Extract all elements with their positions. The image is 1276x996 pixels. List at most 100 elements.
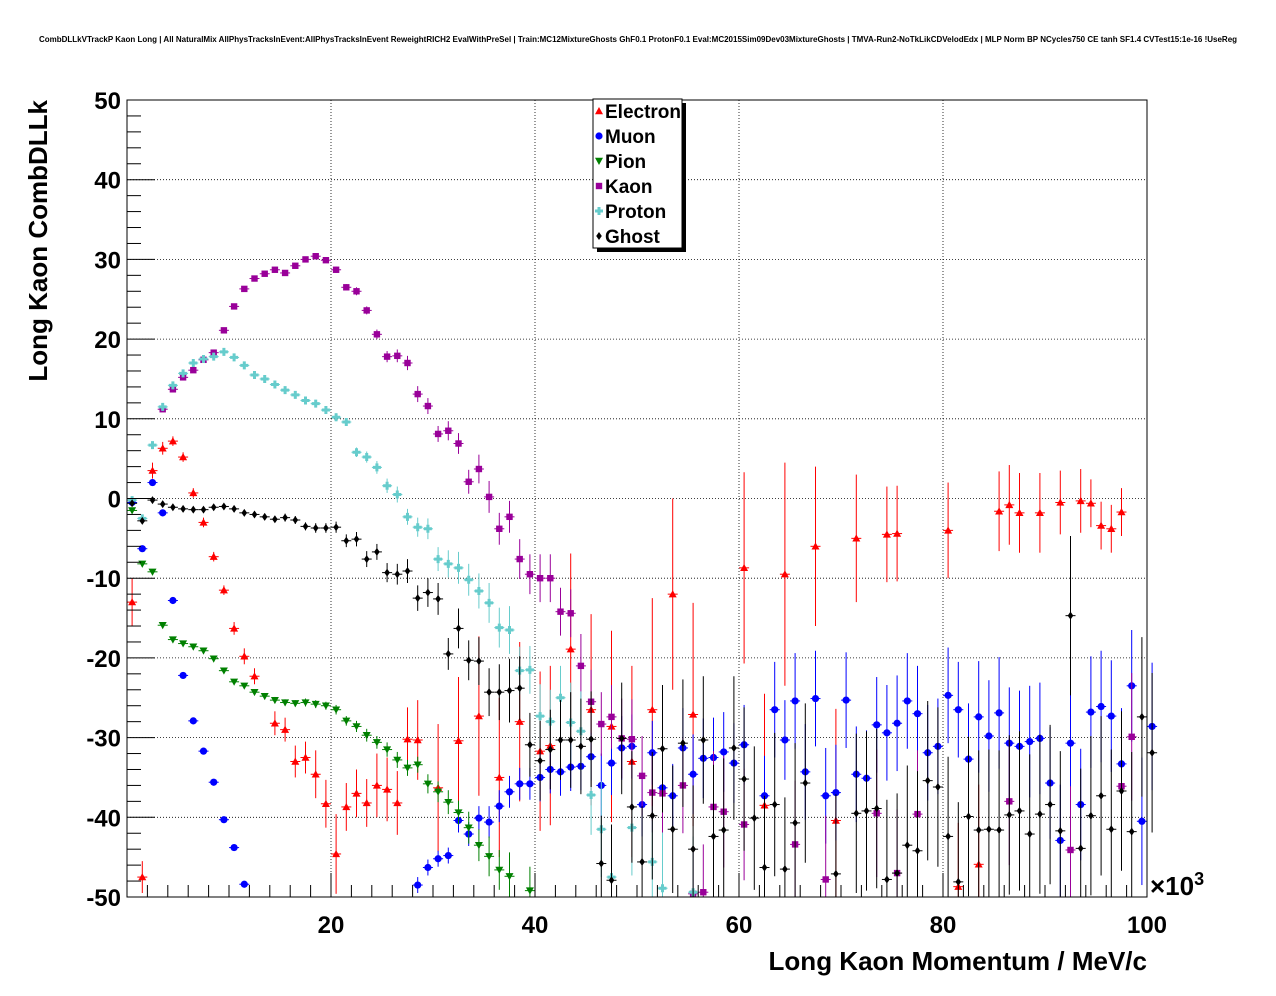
point-marker: [680, 739, 686, 748]
point-marker: [394, 570, 401, 579]
point-marker: [598, 720, 605, 728]
point-marker: [148, 478, 157, 487]
legend-label: Proton: [605, 202, 666, 223]
point-marker: [1128, 827, 1135, 836]
point-marker: [373, 331, 381, 338]
y-tick-label: -30: [86, 726, 121, 753]
point-marker: [1108, 825, 1115, 834]
point-marker: [240, 361, 249, 370]
y-tick-label: 10: [94, 407, 121, 434]
point-marker: [924, 776, 931, 785]
point-marker: [811, 694, 820, 703]
point-marker: [506, 686, 513, 695]
point-marker: [139, 516, 146, 525]
point-marker: [403, 764, 412, 772]
point-marker: [342, 417, 351, 426]
point-marker: [189, 359, 198, 368]
legend-label: Muon: [605, 127, 656, 148]
point-marker: [312, 253, 319, 260]
point-marker: [169, 596, 177, 605]
point-marker: [149, 496, 156, 505]
point-marker: [199, 647, 208, 655]
point-marker: [404, 359, 411, 367]
legend-entry-electron: Electron: [595, 102, 681, 123]
point-marker: [352, 448, 361, 457]
point-marker: [179, 640, 188, 648]
point-marker: [505, 626, 514, 635]
point-marker: [403, 512, 412, 521]
point-marker: [240, 682, 249, 690]
point-marker: [383, 353, 391, 360]
point-marker: [608, 713, 615, 721]
point-marker: [250, 688, 259, 697]
point-marker: [414, 594, 421, 603]
point-marker: [414, 881, 422, 889]
point-marker: [771, 706, 779, 714]
y-tick-label: 20: [94, 327, 121, 354]
point-marker: [566, 645, 575, 653]
point-marker: [291, 390, 300, 399]
point-marker: [595, 132, 603, 140]
point-marker: [1128, 733, 1135, 741]
point-marker: [301, 753, 310, 761]
point-marker: [995, 709, 1003, 717]
point-marker: [445, 427, 452, 434]
point-marker: [536, 575, 544, 582]
point-marker: [220, 816, 228, 824]
point-marker: [639, 857, 645, 866]
point-marker: [423, 780, 432, 788]
legend-label: Pion: [605, 152, 646, 173]
point-marker: [986, 825, 992, 834]
legend-entry-pion: Pion: [595, 152, 646, 173]
point-marker: [282, 513, 288, 522]
x-axis-title: Long Kaon Momentum / MeV/c: [769, 946, 1147, 976]
legend-box: [592, 98, 683, 249]
point-marker: [954, 706, 962, 714]
point-marker: [332, 266, 340, 273]
point-marker: [873, 721, 881, 729]
axes: -50 -40 -30 -20 -10 0 10 20 30 40 50 20 40 60 80 100: [86, 88, 1167, 939]
point-marker: [241, 508, 248, 517]
series-kaon: [157, 253, 1137, 898]
point-marker: [1076, 496, 1085, 505]
point-marker: [607, 759, 616, 767]
point-marker: [189, 488, 198, 497]
point-marker: [893, 719, 901, 727]
point-marker: [945, 832, 951, 841]
point-marker: [822, 876, 829, 883]
point-marker: [128, 598, 137, 606]
point-marker: [321, 702, 330, 710]
y-axis-title: Long Kaon CombDLLk: [23, 99, 53, 381]
legend-label: Ghost: [605, 227, 661, 248]
point-marker: [1005, 500, 1014, 509]
point-marker: [158, 622, 167, 630]
point-marker: [1098, 791, 1104, 800]
point-marker: [516, 684, 523, 693]
point-marker: [168, 636, 177, 644]
point-marker: [423, 524, 432, 533]
point-marker: [791, 697, 799, 705]
point-marker: [128, 507, 137, 515]
point-marker: [455, 624, 462, 633]
point-marker: [311, 399, 320, 408]
point-marker: [474, 586, 483, 595]
point-marker: [1107, 712, 1115, 720]
point-marker: [270, 696, 279, 705]
point-marker: [802, 779, 809, 788]
point-marker: [1006, 810, 1013, 819]
point-marker: [444, 798, 453, 807]
point-marker: [260, 692, 269, 701]
point-marker: [832, 788, 840, 797]
point-marker: [138, 545, 146, 553]
point-marker: [751, 814, 758, 823]
point-marker: [537, 756, 543, 765]
point-marker: [240, 652, 249, 660]
point-marker: [168, 437, 177, 445]
point-marker: [199, 355, 208, 364]
point-marker: [618, 734, 625, 743]
point-marker: [445, 649, 452, 658]
point-marker: [485, 493, 493, 501]
point-marker: [281, 699, 290, 707]
point-marker: [138, 873, 147, 881]
point-marker: [985, 732, 993, 740]
